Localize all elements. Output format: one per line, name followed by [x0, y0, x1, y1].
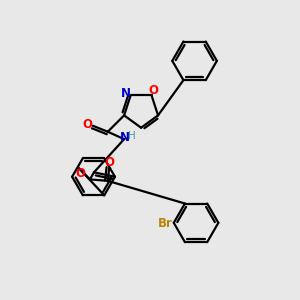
Text: H: H — [128, 131, 136, 141]
Text: N: N — [120, 131, 130, 144]
Text: O: O — [148, 85, 158, 98]
Text: O: O — [76, 167, 86, 180]
Text: N: N — [121, 88, 130, 100]
Text: Br: Br — [158, 217, 172, 230]
Text: O: O — [83, 118, 93, 131]
Text: O: O — [104, 156, 114, 169]
